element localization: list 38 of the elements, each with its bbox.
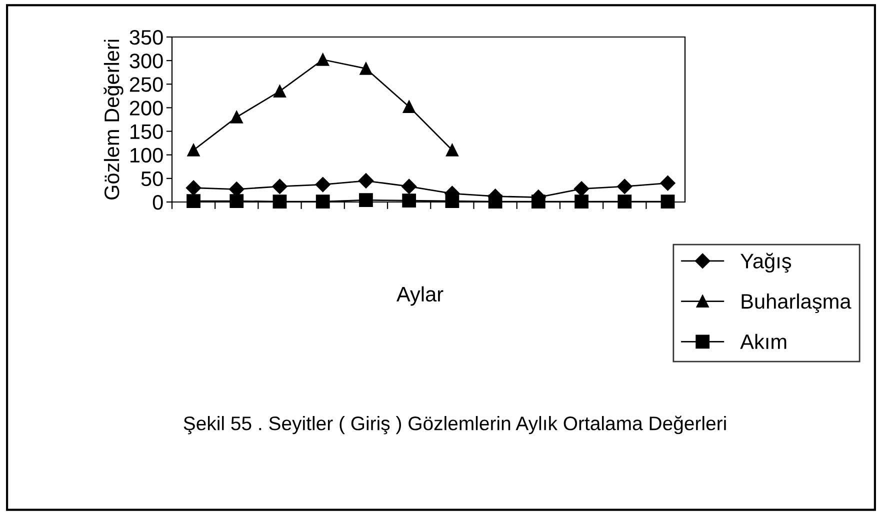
y-tick-label: 100: [130, 148, 163, 163]
y-tick-label: 250: [130, 77, 163, 92]
point: [230, 110, 243, 124]
point: [273, 84, 286, 98]
legend-label: Akım: [740, 334, 786, 349]
point: [272, 194, 287, 208]
point: [402, 178, 417, 194]
point: [316, 53, 330, 66]
point: [574, 181, 590, 196]
point: [360, 62, 372, 75]
point: [660, 176, 676, 191]
point: [359, 193, 373, 208]
y-tick-label: 0: [152, 195, 163, 210]
point: [618, 194, 632, 208]
legend-label: Yağış: [740, 252, 792, 273]
point: [315, 176, 330, 192]
point: [358, 173, 374, 188]
point: [187, 144, 200, 156]
point: [617, 178, 632, 194]
point: [446, 144, 458, 156]
point: [402, 100, 416, 114]
y-tick-label: 50: [141, 171, 163, 186]
x-axis-title: Aylar: [396, 286, 444, 306]
text: Şekil 55 . Seyitler ( Giriş ) Gözlemlerin Aylık Ortalama Değerleri: [184, 416, 726, 434]
y-tick-label: 350: [130, 30, 163, 45]
legend-label: Buharlaşma: [742, 293, 852, 313]
point: [186, 194, 200, 208]
point: [186, 180, 202, 196]
point: [316, 194, 330, 208]
point: [230, 194, 244, 208]
y-tick-label: 150: [130, 124, 163, 140]
point: [574, 194, 588, 208]
point: [402, 194, 416, 208]
y-tick-label: 200: [130, 100, 163, 116]
point: [660, 194, 675, 208]
y-tick-label: 300: [130, 54, 163, 68]
point: [272, 178, 288, 194]
y-axis-title: Gözlem Değerleri: [104, 40, 124, 200]
